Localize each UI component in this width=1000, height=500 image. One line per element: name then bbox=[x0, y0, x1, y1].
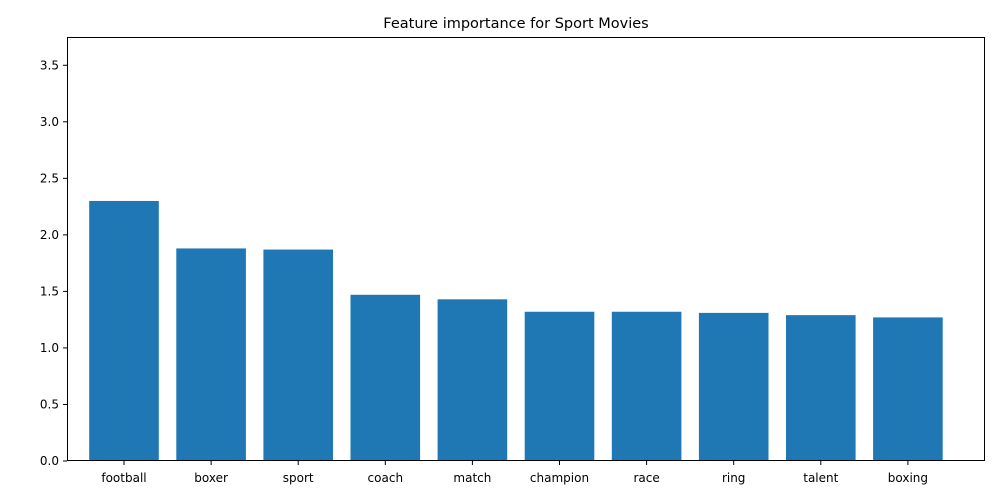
y-tick-label: 0.0 bbox=[40, 454, 59, 468]
y-tick-label: 3.0 bbox=[40, 115, 59, 129]
x-tick-label: match bbox=[453, 471, 491, 485]
y-tick-label: 3.5 bbox=[40, 58, 59, 72]
y-tick-label: 1.0 bbox=[40, 341, 59, 355]
x-tick-label: champion bbox=[530, 471, 589, 485]
x-tick-label: boxing bbox=[888, 471, 928, 485]
bar-sport bbox=[263, 249, 333, 461]
bar-boxing bbox=[873, 317, 943, 461]
bar-ring bbox=[698, 312, 769, 461]
y-tick-label: 1.5 bbox=[40, 284, 59, 298]
bar-boxer bbox=[176, 248, 246, 461]
chart-title: Feature importance for Sport Movies bbox=[383, 16, 648, 32]
x-tick-label: boxer bbox=[194, 471, 228, 485]
bar-talent bbox=[786, 315, 856, 461]
bar-coach bbox=[350, 294, 421, 461]
x-tick-label: talent bbox=[803, 471, 838, 485]
y-tick-label: 2.0 bbox=[40, 228, 59, 242]
plot-frame bbox=[67, 37, 985, 461]
bar-race bbox=[611, 311, 682, 461]
x-tick-label: coach bbox=[368, 471, 404, 485]
x-tick-label: ring bbox=[722, 471, 746, 485]
y-axis-ticks: 0.0 0.5 1.0 1.5 2.0 2.5 3.0 3.5 bbox=[40, 58, 67, 468]
x-axis-ticks: football boxer sport coach match champion race… bbox=[101, 461, 928, 485]
bar-champion bbox=[524, 311, 595, 461]
y-tick-label: 2.5 bbox=[40, 171, 59, 185]
x-tick-label: race bbox=[633, 471, 659, 485]
bar-football bbox=[89, 200, 159, 462]
y-tick-label: 0.5 bbox=[40, 397, 59, 411]
x-tick-label: sport bbox=[283, 471, 314, 485]
bar-match bbox=[437, 299, 508, 461]
bars-group bbox=[89, 200, 943, 462]
x-tick-label: football bbox=[101, 471, 146, 485]
